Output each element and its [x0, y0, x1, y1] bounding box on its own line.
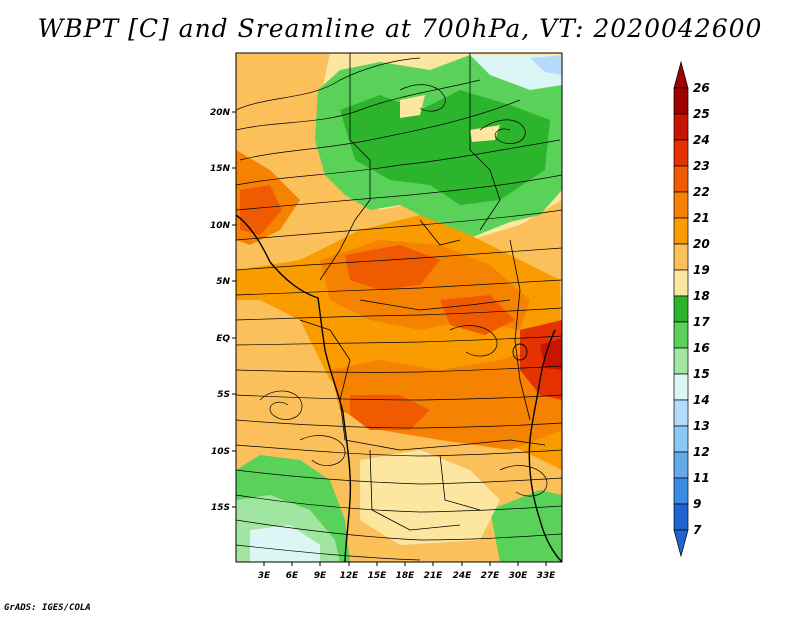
lon-label: 3E [258, 571, 271, 581]
lon-label: 33E [537, 571, 557, 581]
colorbar-segment [673, 451, 689, 479]
colorbar-segment [673, 113, 689, 141]
colorbar-label: 15 [693, 367, 710, 381]
colorbar-label: 9 [693, 497, 701, 511]
longitude-axis [263, 562, 547, 566]
field-region-central-red [345, 245, 440, 290]
lon-label: 18E [396, 571, 416, 581]
colorbar-segment [673, 269, 689, 297]
colorbar-label: 14 [693, 393, 710, 407]
colorbar-top-triangle [673, 60, 689, 89]
colorbar-label: 22 [693, 185, 710, 199]
streamlines [236, 57, 562, 561]
lon-label: 9E [314, 571, 327, 581]
lon-label: 30E [509, 571, 529, 581]
colorbar-segment [673, 87, 689, 115]
colorbar-segment [673, 191, 689, 219]
colorbar: 26 25 24 23 22 21 20 19 18 17 16 15 14 1… [673, 60, 710, 558]
colorbar-bottom-triangle [673, 529, 689, 558]
field-region-south-lightyellow [360, 450, 500, 545]
colorbar-segment [673, 425, 689, 453]
lon-label: 21E [424, 571, 444, 581]
colorbar-label: 13 [693, 419, 710, 433]
colorbar-label: 7 [693, 523, 702, 537]
colorbar-label: 23 [693, 159, 710, 173]
colorbar-label: 25 [693, 107, 710, 121]
lat-label: 10N [210, 221, 231, 231]
latitude-labels: 20N 15N 10N 5N EQ 5S 10S 15S [210, 108, 231, 513]
colorbar-label: 11 [693, 471, 710, 485]
lat-label: 5S [217, 390, 230, 400]
field-region-central-red-2 [440, 295, 515, 335]
field-region-east-deepred [540, 338, 562, 370]
lat-label: 20N [210, 108, 231, 118]
coastline [236, 214, 562, 562]
colorbar-label: 17 [693, 315, 710, 329]
field-region-southwest-cyan [250, 525, 320, 562]
lon-label: 15E [368, 571, 388, 581]
lon-label: 12E [340, 571, 360, 581]
colorbar-segment [673, 321, 689, 349]
lat-label: 10S [211, 447, 230, 457]
field-region-south-red [350, 395, 430, 430]
field-region-east-red [520, 320, 562, 400]
lat-label: EQ [216, 334, 230, 344]
colorbar-label: 12 [693, 445, 710, 459]
latitude-axis [232, 111, 236, 508]
country-boundaries [299, 53, 546, 531]
colorbar-label: 26 [693, 81, 710, 95]
colorbar-segment [673, 295, 689, 323]
colorbar-label: 16 [693, 341, 710, 355]
colorbar-segment [673, 477, 689, 505]
lat-label: 5N [216, 277, 230, 287]
field-region-top-blue [530, 55, 562, 75]
lat-label: 15S [211, 503, 230, 513]
colorbar-segments [673, 87, 689, 531]
colorbar-segment [673, 243, 689, 271]
colorbar-label: 24 [693, 133, 710, 147]
lat-label: 15N [210, 164, 231, 174]
colorbar-segment [673, 165, 689, 193]
field-region-sahel-darkgreen [340, 90, 550, 205]
colorbar-labels: 26 25 24 23 22 21 20 19 18 17 16 15 14 1… [693, 81, 710, 537]
field-region-pale-patch-2 [470, 125, 500, 142]
colorbar-segment [673, 503, 689, 531]
field-region-southeast-green [490, 490, 562, 562]
map-plot-area [236, 53, 562, 562]
colorbar-label: 20 [693, 237, 710, 251]
field-region-west-red [240, 185, 282, 235]
map-frame [235, 52, 563, 563]
colorbar-segment [673, 217, 689, 245]
colorbar-label: 21 [693, 211, 710, 225]
lon-label: 6E [286, 571, 299, 581]
map-title: WBPT [C] and Sreamline at 700hPa, VT: 20… [37, 14, 763, 43]
longitude-labels: 3E 6E 9E 12E 15E 18E 21E 24E 27E 30E 33E [258, 571, 556, 581]
colorbar-segment [673, 373, 689, 401]
lon-label: 24E [453, 571, 473, 581]
colorbar-label: 19 [693, 263, 710, 277]
colorbar-segment [673, 347, 689, 375]
colorbar-label: 18 [693, 289, 710, 303]
lon-label: 27E [481, 571, 501, 581]
colorbar-segment [673, 399, 689, 427]
grads-credit: GrADS: IGES/COLA [4, 603, 91, 613]
field-region-pale-patch [400, 95, 425, 118]
colorbar-segment [673, 139, 689, 167]
lake-victoria [512, 343, 528, 361]
